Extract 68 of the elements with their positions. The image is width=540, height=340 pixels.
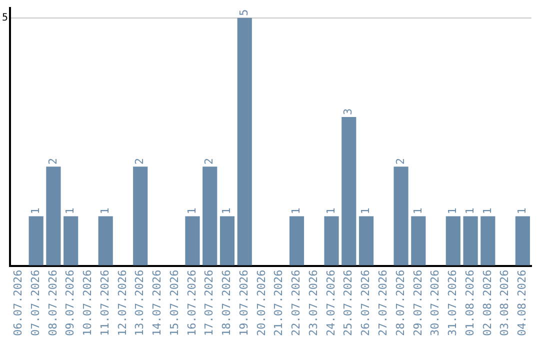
- x-tick-label: 22.07.2026: [290, 270, 303, 336]
- x-tick-label: 15.07.2026: [168, 270, 181, 336]
- data-label: 1: [220, 208, 234, 214]
- x-tick-label: 29.07.2026: [411, 270, 424, 336]
- bar: [324, 216, 339, 266]
- bar: [202, 166, 218, 266]
- data-label: 3: [342, 108, 355, 116]
- x-tick-label: 23.07.2026: [306, 270, 320, 336]
- x-tick-label: 12.07.2026: [116, 270, 129, 336]
- data-label: 1: [480, 208, 494, 214]
- data-label: 2: [202, 158, 216, 165]
- data-label: 1: [290, 208, 303, 214]
- x-tick-label: 17.07.2026: [202, 270, 216, 336]
- data-label: 5: [237, 9, 250, 16]
- data-label: 1: [64, 208, 77, 214]
- bar: [289, 216, 304, 266]
- x-tick-label: 02.08.2026: [480, 270, 494, 336]
- x-tick-label: 30.07.2026: [428, 270, 442, 336]
- bar: [98, 216, 113, 266]
- x-tick-label: 11.07.2026: [98, 270, 112, 336]
- data-label: 1: [28, 208, 42, 214]
- bar: [411, 216, 426, 266]
- bar: [342, 117, 356, 266]
- data-label: 1: [324, 208, 338, 214]
- x-tick-label: 31.07.2026: [446, 270, 460, 336]
- x-tick-label: 07.07.2026: [28, 270, 42, 336]
- x-tick-label: 13.07.2026: [133, 270, 146, 336]
- data-label: 1: [446, 208, 460, 214]
- x-tick-label: 19.07.2026: [237, 270, 250, 336]
- data-label: 2: [394, 158, 407, 165]
- bar: [46, 166, 61, 266]
- data-label: 2: [46, 158, 60, 165]
- x-tick-label: 26.07.2026: [359, 270, 372, 336]
- x-tick-label: 21.07.2026: [272, 270, 286, 336]
- x-tick-label: 28.07.2026: [394, 270, 407, 336]
- bar: [133, 166, 148, 266]
- data-label: 2: [133, 158, 146, 165]
- bar: [480, 216, 496, 266]
- bar: [394, 166, 408, 266]
- bar: [463, 216, 478, 266]
- data-label: 1: [98, 208, 112, 214]
- data-label: 1: [463, 208, 476, 214]
- x-tick-label: 08.07.2026: [46, 270, 60, 336]
- x-tick-label: 01.08.2026: [463, 270, 476, 336]
- x-tick-label: 04.08.2026: [516, 270, 529, 336]
- x-tick-label: 20.07.2026: [254, 270, 268, 336]
- bar: [28, 216, 44, 266]
- bar: [446, 216, 460, 266]
- bar: [358, 216, 374, 266]
- bar: [515, 216, 530, 266]
- x-tick-label: 10.07.2026: [81, 270, 94, 336]
- x-tick-label: 14.07.2026: [150, 270, 164, 336]
- bar: [237, 18, 252, 266]
- data-label: 1: [359, 208, 372, 214]
- x-tick-label: 03.08.2026: [498, 270, 512, 336]
- bar: [64, 216, 78, 266]
- x-tick-label: 25.07.2026: [342, 270, 355, 336]
- x-tick-label: 16.07.2026: [185, 270, 198, 336]
- bar: [220, 216, 235, 266]
- data-label: 1: [411, 208, 424, 214]
- x-tick-label: 09.07.2026: [64, 270, 77, 336]
- x-tick-label: 06.07.2026: [12, 270, 25, 336]
- data-label: 1: [185, 208, 198, 214]
- x-tick-label: 18.07.2026: [220, 270, 234, 336]
- x-tick-label: 24.07.2026: [324, 270, 338, 336]
- bar: [185, 216, 200, 266]
- data-label: 1: [516, 208, 529, 214]
- x-tick-label: 27.07.2026: [376, 270, 390, 336]
